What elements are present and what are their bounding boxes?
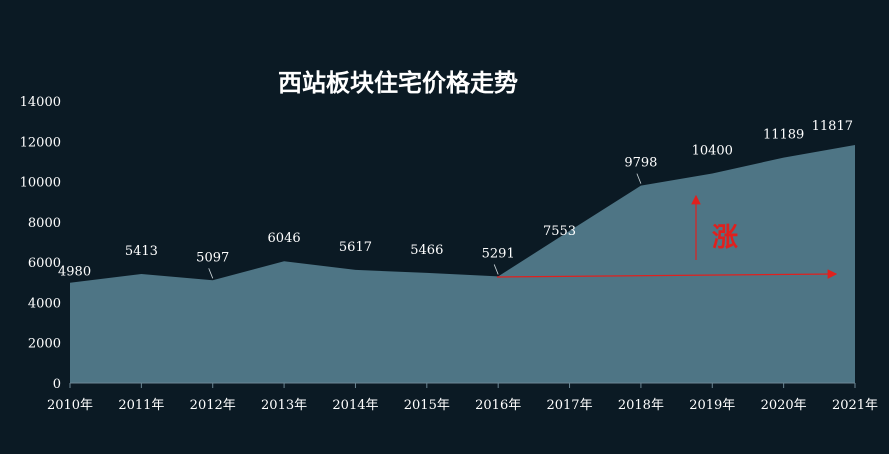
data-label: 9798 (624, 156, 657, 171)
data-label: 5617 (339, 240, 372, 255)
horizontal-arrow (496, 269, 838, 279)
data-label: 5413 (125, 244, 158, 259)
label-layer: 4980 5413 5097 6046 5617 5466 5291 7553 9798 1040… (58, 119, 853, 280)
x-tick-label: 2019年 (689, 398, 735, 413)
x-tick-label: 2013年 (261, 398, 307, 413)
y-tick-label: 4000 (28, 296, 61, 311)
y-tick-label: 8000 (28, 216, 61, 231)
area-layer (70, 145, 855, 383)
data-label: 11189 (763, 128, 804, 143)
label-leader-line (636, 173, 642, 184)
data-label: 11817 (812, 119, 853, 134)
data-label: 7553 (543, 224, 576, 239)
y-tick-label: 12000 (20, 135, 61, 150)
x-tick-label: 2011年 (118, 398, 164, 413)
data-label: 6046 (268, 231, 301, 246)
y-tick-label: 6000 (28, 256, 61, 271)
x-tick-label: 2018年 (618, 398, 664, 413)
data-label: 4980 (58, 265, 91, 280)
y-tick-label: 0 (53, 377, 61, 392)
y-tick-label: 10000 (20, 176, 61, 191)
data-label: 5291 (482, 246, 515, 261)
price-area (70, 145, 855, 383)
x-tick-label: 2021年 (832, 398, 878, 413)
x-tick-label: 2016年 (475, 398, 521, 413)
label-leader-line (208, 268, 214, 279)
x-tick-label: 2017年 (546, 398, 592, 413)
x-tick-label: 2014年 (332, 398, 378, 413)
chart-title: 西站板块住宅价格走势 (278, 69, 518, 97)
y-tick-label: 14000 (20, 95, 61, 110)
x-tick-label: 2012年 (190, 398, 236, 413)
x-tick-label: 2015年 (404, 398, 450, 413)
axis-layer: 2010年 2011年 2012年 2013年 2014年 2015年 2016年 2017年… (20, 95, 878, 413)
data-label: 10400 (692, 144, 733, 159)
x-tick-label: 2020年 (761, 398, 807, 413)
x-tick-label: 2010年 (47, 398, 93, 413)
rise-annotation: 涨 (712, 223, 738, 253)
data-label: 5466 (410, 243, 443, 258)
y-tick-label: 2000 (28, 337, 61, 352)
data-label: 5097 (196, 250, 229, 265)
annotation-layer: 涨 (496, 194, 838, 279)
label-leader-line (493, 264, 499, 275)
